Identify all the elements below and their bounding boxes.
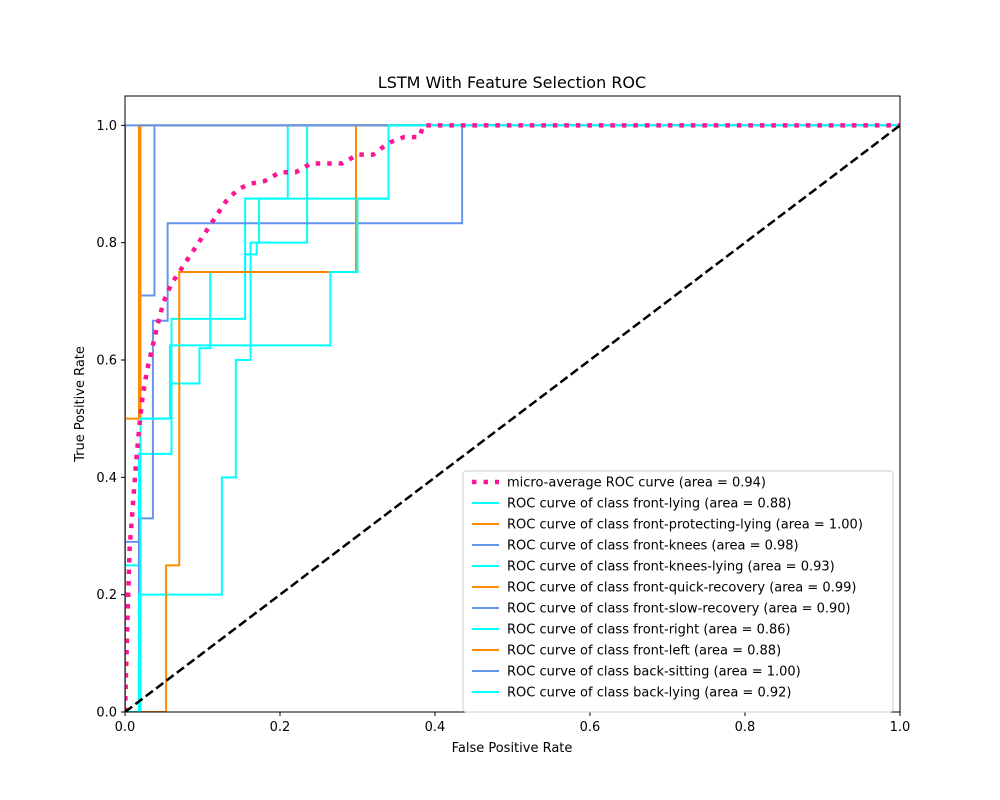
plot-area	[125, 123, 900, 712]
legend-entry: ROC curve of class front-quick-recovery …	[507, 581, 856, 596]
y-tick-label: 0.4	[96, 471, 117, 486]
legend-entry: ROC curve of class front-knees (area = 0…	[507, 539, 799, 554]
series-group	[125, 123, 900, 712]
y-tick-label: 1.0	[96, 119, 117, 134]
series-line-8	[125, 124, 900, 712]
legend-entry: micro-average ROC curve (area = 0.94)	[507, 476, 766, 491]
chart-title: LSTM With Feature Selection ROC	[378, 73, 646, 92]
legend-box	[462, 470, 894, 713]
y-tick-label: 0.8	[96, 236, 117, 251]
x-tick-label: 0.2	[270, 720, 291, 735]
legend-entry: ROC curve of class front-left (area = 0.…	[507, 644, 781, 659]
series-line-0	[125, 123, 900, 712]
x-tick-label: 0.8	[735, 720, 756, 735]
legend-entry: ROC curve of class back-sitting (area = …	[507, 665, 801, 680]
legend-entry: ROC curve of class front-protecting-lyin…	[507, 518, 863, 533]
y-tick-label: 0.0	[96, 706, 117, 721]
y-axis-label: True Positive Rate	[73, 346, 88, 463]
x-axis-label: False Positive Rate	[452, 741, 573, 756]
reference-line	[125, 124, 900, 712]
x-tick-label: 1.0	[890, 720, 911, 735]
y-tick-label: 0.6	[96, 354, 117, 369]
series-line-10	[125, 124, 900, 712]
legend-entry: ROC curve of class back-lying (area = 0.…	[507, 686, 791, 701]
x-tick-label: 0.6	[580, 720, 601, 735]
x-tick-label: 0.0	[115, 720, 136, 735]
legend-entry: ROC curve of class front-knees-lying (ar…	[507, 560, 835, 575]
legend-entry: ROC curve of class front-slow-recovery (…	[507, 602, 851, 617]
y-axis: 0.0 0.2 0.4 0.6 0.8 1.0	[96, 119, 125, 721]
legend: micro-average ROC curve (area = 0.94) ROC…	[462, 470, 894, 713]
x-axis: 0.0 0.2 0.4 0.6 0.8 1.0	[115, 712, 911, 735]
y-tick-label: 0.2	[96, 588, 117, 603]
x-tick-label: 0.4	[425, 720, 446, 735]
legend-entry: ROC curve of class front-lying (area = 0…	[507, 497, 792, 512]
legend-entry: ROC curve of class front-right (area = 0…	[507, 623, 791, 638]
